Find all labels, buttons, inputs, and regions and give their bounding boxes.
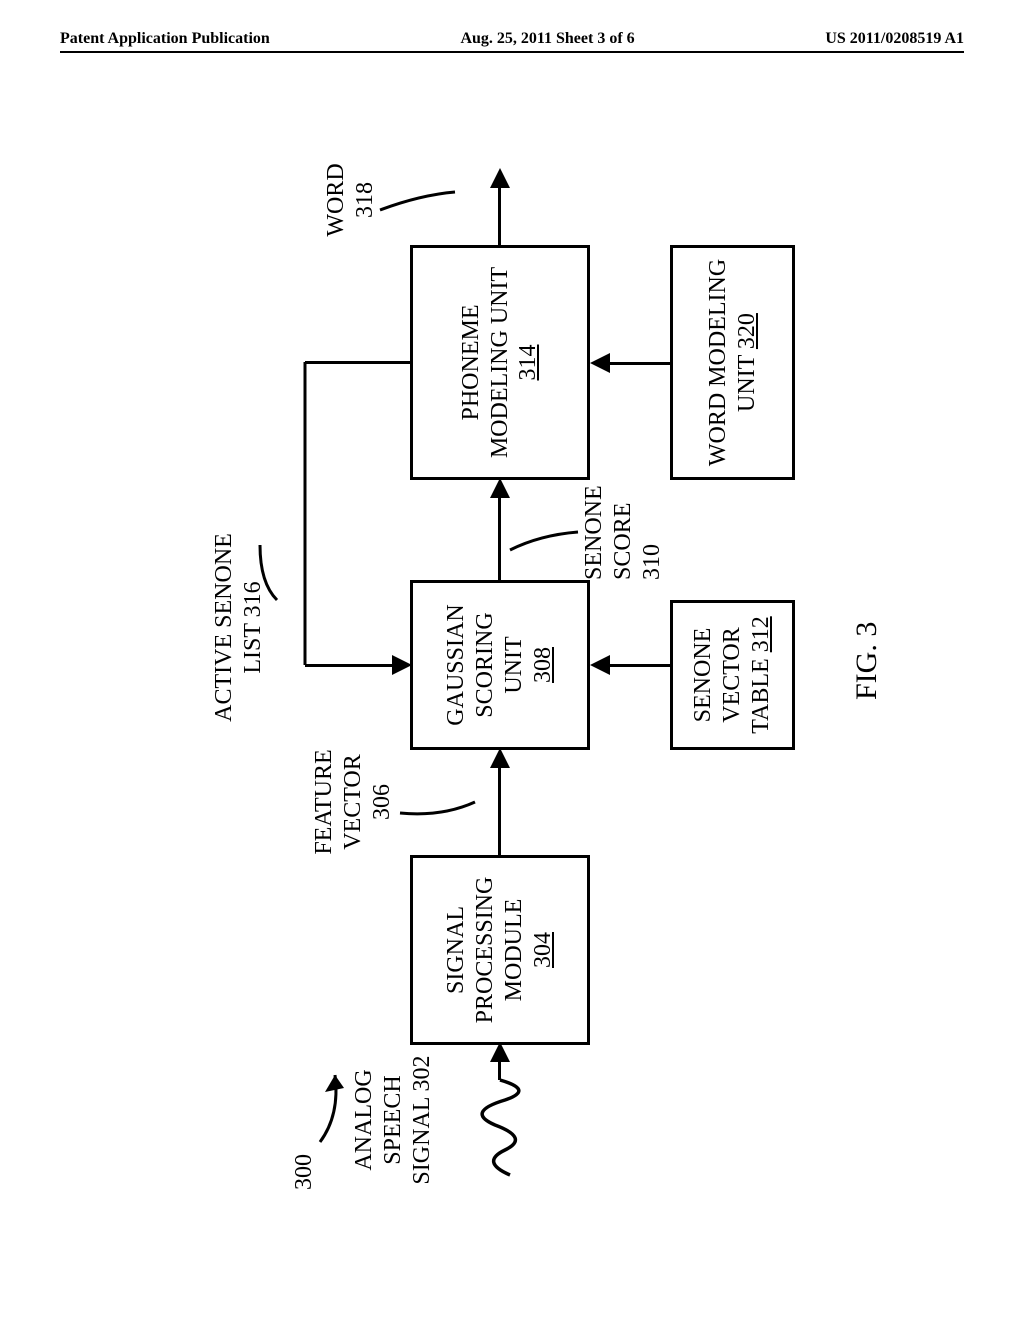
- figure-ref: 300: [290, 1154, 319, 1190]
- arrowhead-svt-up: [590, 655, 610, 675]
- arrowhead-fb-down: [392, 655, 412, 675]
- arrow-svt-to-gaussian: [608, 664, 670, 667]
- word-label: WORD318: [322, 155, 380, 245]
- signal-processing-block: SIGNAL PROCESSING MODULE 304: [410, 855, 590, 1045]
- senone-vector-block: SENONE VECTOR TABLE 312: [670, 600, 795, 750]
- senone-score-label: SENONESCORE310: [580, 470, 666, 580]
- fb-up-stub: [305, 361, 410, 364]
- arrowhead-gaussian-phoneme: [490, 478, 510, 498]
- analog-speech-label: ANALOG SPEECHSIGNAL 302: [350, 1030, 436, 1210]
- arrowhead-sp-gaussian: [490, 748, 510, 768]
- fb-down-stub: [305, 664, 395, 667]
- arrowhead-phoneme-word: [490, 168, 510, 188]
- page-header: Patent Application Publication Aug. 25, …: [60, 30, 964, 53]
- arrowhead-waveform: [490, 1042, 510, 1062]
- active-senone-label: ACTIVE SENONELIST 316: [210, 525, 268, 730]
- header-center: Aug. 25, 2011 Sheet 3 of 6: [460, 30, 634, 48]
- diagram-inner: 300 ANALOG SPEECHSIGN: [110, 120, 910, 1220]
- arrow-phoneme-word: [498, 185, 501, 245]
- word-modeling-block: WORD MODELING UNIT 320: [670, 245, 795, 480]
- header-right: US 2011/0208519 A1: [825, 30, 964, 48]
- figure-region: 300 ANALOG SPEECHSIGN: [0, 270, 1024, 1070]
- figure-label: FIG. 3: [850, 622, 884, 700]
- arrow-gaussian-to-phoneme: [498, 495, 501, 580]
- feature-vector-label: FEATUREVECTOR306: [310, 742, 396, 862]
- arrowhead-wmu-up: [590, 353, 610, 373]
- arrow-waveform-to-sp: [498, 1060, 501, 1080]
- gaussian-block: GAUSSIAN SCORING UNIT 308: [410, 580, 590, 750]
- header-left: Patent Application Publication: [60, 30, 270, 48]
- arrow-sp-to-gaussian: [498, 765, 501, 855]
- patent-page: Patent Application Publication Aug. 25, …: [0, 0, 1024, 1320]
- phoneme-block: PHONEME MODELING UNIT 314: [410, 245, 590, 480]
- arrow-wmu-to-phoneme: [608, 362, 670, 365]
